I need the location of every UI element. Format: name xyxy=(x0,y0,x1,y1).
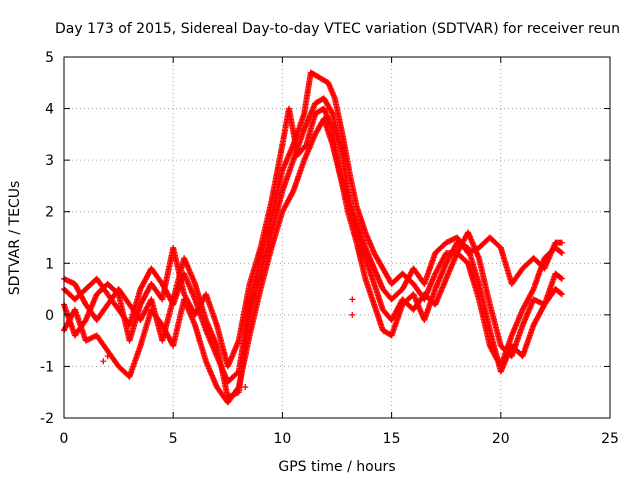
data-point-track-2 xyxy=(557,274,564,281)
axis-ticks: 0 5 10 15 20 25 -2 -1 0 1 2 3 4 5 xyxy=(40,50,619,447)
data-point-isolated xyxy=(349,311,356,318)
data-point-track-3 xyxy=(557,290,564,297)
y-tick-label: -1 xyxy=(40,359,54,375)
data-points xyxy=(61,69,565,406)
y-tick-label: 1 xyxy=(45,256,54,272)
data-point-isolated xyxy=(100,358,107,365)
y-tick-label: 3 xyxy=(45,153,54,169)
data-point-track-2 xyxy=(328,109,335,116)
data-point-isolated xyxy=(104,353,111,360)
data-point-track-1 xyxy=(557,249,564,256)
data-point-isolated xyxy=(349,296,356,303)
data-point-isolated xyxy=(196,337,203,344)
data-point-track-1 xyxy=(558,249,565,256)
x-tick-label: 0 xyxy=(60,431,69,447)
y-tick-label: 2 xyxy=(45,205,54,221)
x-tick-label: 5 xyxy=(169,431,178,447)
data-point-isolated xyxy=(242,384,249,391)
x-tick-label: 20 xyxy=(492,431,510,447)
x-tick-label: 10 xyxy=(273,431,291,447)
y-tick-label: -2 xyxy=(40,411,54,427)
x-axis-label: GPS time / hours xyxy=(278,459,395,475)
data-point-track-3 xyxy=(558,291,565,298)
x-tick-label: 15 xyxy=(383,431,401,447)
data-point-track-3 xyxy=(234,385,241,392)
y-tick-label: 5 xyxy=(45,50,54,66)
plot-frame xyxy=(63,56,611,419)
y-tick-label: 4 xyxy=(45,102,54,118)
data-point-track-4 xyxy=(558,239,565,246)
x-tick-label: 25 xyxy=(601,431,619,447)
y-axis-label: SDTVAR / TECUs xyxy=(7,181,23,296)
chart-title: Day 173 of 2015, Sidereal Day-to-day VTE… xyxy=(55,21,620,37)
data-point-track-2 xyxy=(558,275,565,282)
y-tick-label: 0 xyxy=(45,308,54,324)
